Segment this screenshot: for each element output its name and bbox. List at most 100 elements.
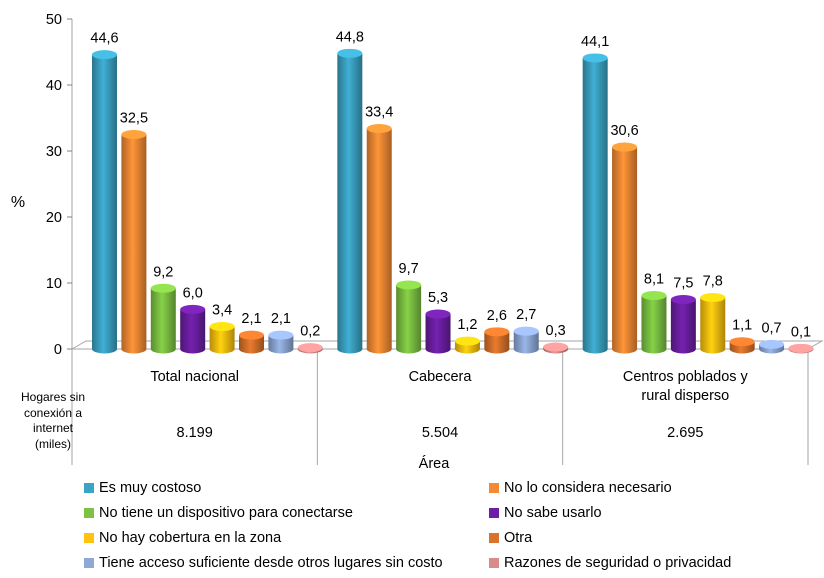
bar [582,57,608,354]
bar [209,326,235,354]
bar [150,288,176,354]
legend-item: No hay cobertura en la zona [84,530,281,546]
data-label: 1,1 [732,318,752,334]
data-label: 3,4 [212,303,232,319]
bar-top [92,50,117,60]
households-value: 8.199 [177,425,213,441]
bar-chart: 0 10 20 30 40 50% 44,6 32,5 9,2 6,0 3,4 2,1 2,1 0,2 To… [11,12,824,472]
data-label: 7,5 [673,276,693,292]
category-label: Centros poblados y [623,369,749,385]
bar-top [729,337,755,347]
bar [641,295,667,354]
bar-top [396,280,422,290]
bar-top [543,342,569,352]
y-axis-label: % [11,194,25,211]
data-label: 6,0 [183,285,203,301]
bar-top [425,309,451,319]
y-tick-label: 0 [54,342,62,358]
bar-top [150,283,176,293]
bar [396,284,422,354]
legend-label: Otra [504,530,533,546]
bar [268,335,294,354]
legend-swatch [84,508,94,518]
category-label: Total nacional [150,369,239,385]
y-tick-label: 20 [46,210,62,226]
bar-top [513,326,539,336]
legend-swatch [84,483,94,493]
legend-swatch [489,558,499,568]
bar [238,335,264,354]
legend-item: Tiene acceso suficiente desde otros luga… [84,555,443,571]
legend-label: Es muy costoso [99,480,202,496]
bar-top [268,330,294,340]
y-tick-label: 10 [46,276,62,292]
bar [92,54,117,354]
bar [425,314,451,354]
legend-item: Otra [489,530,532,546]
y-tick-label: 50 [46,12,62,28]
legend-label: No lo considera necesario [504,480,672,496]
bar-top [180,304,206,314]
data-label: 33,4 [365,105,393,121]
bar-top [788,343,814,353]
bar-top [121,130,147,139]
bar-top [582,53,608,63]
data-label: 7,8 [703,274,723,290]
data-label: 2,6 [487,308,507,324]
bar [337,53,363,354]
bar [366,128,392,354]
data-label: 44,1 [581,34,609,50]
category-label: Cabecera [409,369,473,385]
data-label: 5,3 [428,290,448,306]
legend-item: No tiene un dispositivo para conectarse [84,505,353,521]
row-label-line: conexión a [23,405,83,420]
row-label-line: internet [32,421,74,435]
bar-top [337,48,363,58]
data-label: 32,5 [120,111,148,127]
legend-label: Razones de seguridad o privacidad [504,555,732,571]
data-label: 44,6 [90,31,118,47]
data-label: 0,7 [761,320,781,336]
legend-swatch [489,533,499,543]
legend-swatch [84,558,94,568]
data-label: 30,6 [610,123,638,139]
category-label: rural disperso [641,388,729,404]
legend-swatch [489,483,499,493]
bar-top [612,142,638,152]
y-tick-label: 40 [46,78,62,94]
bar-top [759,339,785,349]
bar-top [484,327,510,337]
legend-swatch [489,508,499,518]
bar-top [297,343,323,353]
bar [513,331,539,354]
bar-top [239,330,264,340]
bar-top [641,291,667,301]
legend-item: Es muy costoso [84,480,201,496]
data-label: 2,1 [271,311,291,327]
bar [180,309,206,354]
legend-label: No hay cobertura en la zona [99,530,282,546]
bar-top [209,322,235,332]
row-label-line: (miles) [35,436,71,451]
bar [121,134,147,354]
bar-top [700,293,726,303]
legend-item: Razones de seguridad o privacidad [489,555,731,571]
data-label: 44,8 [336,29,364,45]
bar-top [454,336,480,346]
data-label: 0,2 [300,324,320,340]
bar [670,299,696,354]
data-label: 9,7 [399,261,419,277]
legend-item: No sabe usarlo [489,505,602,521]
bar [700,297,726,354]
households-value: 5.504 [422,425,458,441]
y-tick-label: 30 [46,144,62,160]
legend-label: No tiene un dispositivo para conectarse [99,505,353,521]
bar-top [670,295,696,304]
legend-label: No sabe usarlo [504,505,602,521]
data-label: 2,7 [516,307,536,323]
households-value: 2.695 [667,425,703,441]
data-label: 9,2 [153,264,173,280]
bar [612,147,638,354]
row-label-line: Hogares sin [20,390,86,404]
legend-item: No lo considera necesario [489,480,672,496]
